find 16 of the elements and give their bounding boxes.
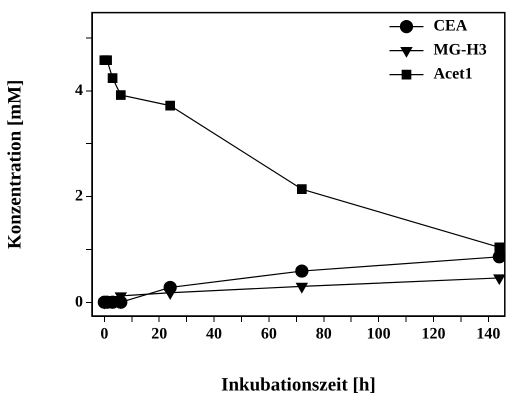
y-tick-label: 0 [75, 293, 83, 310]
x-tick-label: 140 [476, 326, 500, 343]
y-axis-title: Konzentration [mM] [4, 80, 26, 249]
x-tick-label: 40 [206, 326, 222, 343]
x-tick-label: 80 [316, 326, 332, 343]
x-tick-label: 100 [366, 326, 391, 343]
y-tick-label: 2 [75, 188, 83, 205]
x-tick-label: 0 [100, 326, 108, 343]
x-tick-label: 20 [151, 326, 168, 343]
x-axis-title: Inkubationszeit [h] [221, 374, 376, 396]
y-tick-label: 4 [75, 82, 83, 99]
x-tick-label: 60 [260, 326, 277, 343]
legend-label: CEA [433, 18, 468, 35]
x-tick-label: 120 [421, 326, 446, 343]
legend-label: Acet1 [433, 66, 473, 83]
legend-label: MG-H3 [433, 42, 487, 59]
